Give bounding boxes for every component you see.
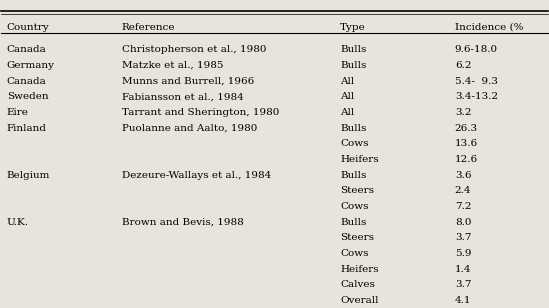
Text: Overall: Overall [340,296,379,305]
Text: All: All [340,76,354,86]
Text: Type: Type [340,22,366,31]
Text: 2.4: 2.4 [455,186,471,195]
Text: Cows: Cows [340,202,368,211]
Text: Reference: Reference [121,22,175,31]
Text: Matzke et al., 1985: Matzke et al., 1985 [121,61,223,70]
Text: 3.6: 3.6 [455,171,471,180]
Text: 1.4: 1.4 [455,265,471,274]
Text: 13.6: 13.6 [455,139,478,148]
Text: Steers: Steers [340,233,374,242]
Text: 7.2: 7.2 [455,202,471,211]
Text: 12.6: 12.6 [455,155,478,164]
Text: 4.1: 4.1 [455,296,471,305]
Text: Germany: Germany [7,61,55,70]
Text: Heifers: Heifers [340,265,379,274]
Text: All: All [340,92,354,101]
Text: Tarrant and Sherington, 1980: Tarrant and Sherington, 1980 [121,108,279,117]
Text: Bulls: Bulls [340,45,366,54]
Text: Bulls: Bulls [340,124,366,132]
Text: 5.4-  9.3: 5.4- 9.3 [455,76,498,86]
Text: Steers: Steers [340,186,374,195]
Text: Incidence (%: Incidence (% [455,22,523,31]
Text: Finland: Finland [7,124,47,132]
Text: 9.6-18.0: 9.6-18.0 [455,45,498,54]
Text: 8.0: 8.0 [455,218,471,227]
Text: Dezeure-Wallays et al., 1984: Dezeure-Wallays et al., 1984 [121,171,271,180]
Text: Bulls: Bulls [340,218,366,227]
Text: Christopherson et al., 1980: Christopherson et al., 1980 [121,45,266,54]
Text: Belgium: Belgium [7,171,50,180]
Text: Brown and Bevis, 1988: Brown and Bevis, 1988 [121,218,243,227]
Text: Cows: Cows [340,139,368,148]
Text: Sweden: Sweden [7,92,48,101]
Text: 3.4-13.2: 3.4-13.2 [455,92,498,101]
Text: 3.7: 3.7 [455,281,471,290]
Text: Canada: Canada [7,45,47,54]
Text: Country: Country [7,22,49,31]
Text: Puolanne and Aalto, 1980: Puolanne and Aalto, 1980 [121,124,257,132]
Text: Canada: Canada [7,76,47,86]
Text: Munns and Burrell, 1966: Munns and Burrell, 1966 [121,76,254,86]
Text: Heifers: Heifers [340,155,379,164]
Text: Eire: Eire [7,108,29,117]
Text: All: All [340,108,354,117]
Text: 6.2: 6.2 [455,61,471,70]
Text: Bulls: Bulls [340,171,366,180]
Text: 26.3: 26.3 [455,124,478,132]
Text: 5.9: 5.9 [455,249,471,258]
Text: Bulls: Bulls [340,61,366,70]
Text: Calves: Calves [340,281,375,290]
Text: 3.2: 3.2 [455,108,471,117]
Text: 3.7: 3.7 [455,233,471,242]
Text: Cows: Cows [340,249,368,258]
Text: U.K.: U.K. [7,218,29,227]
Text: Fabiansson et al., 1984: Fabiansson et al., 1984 [121,92,243,101]
